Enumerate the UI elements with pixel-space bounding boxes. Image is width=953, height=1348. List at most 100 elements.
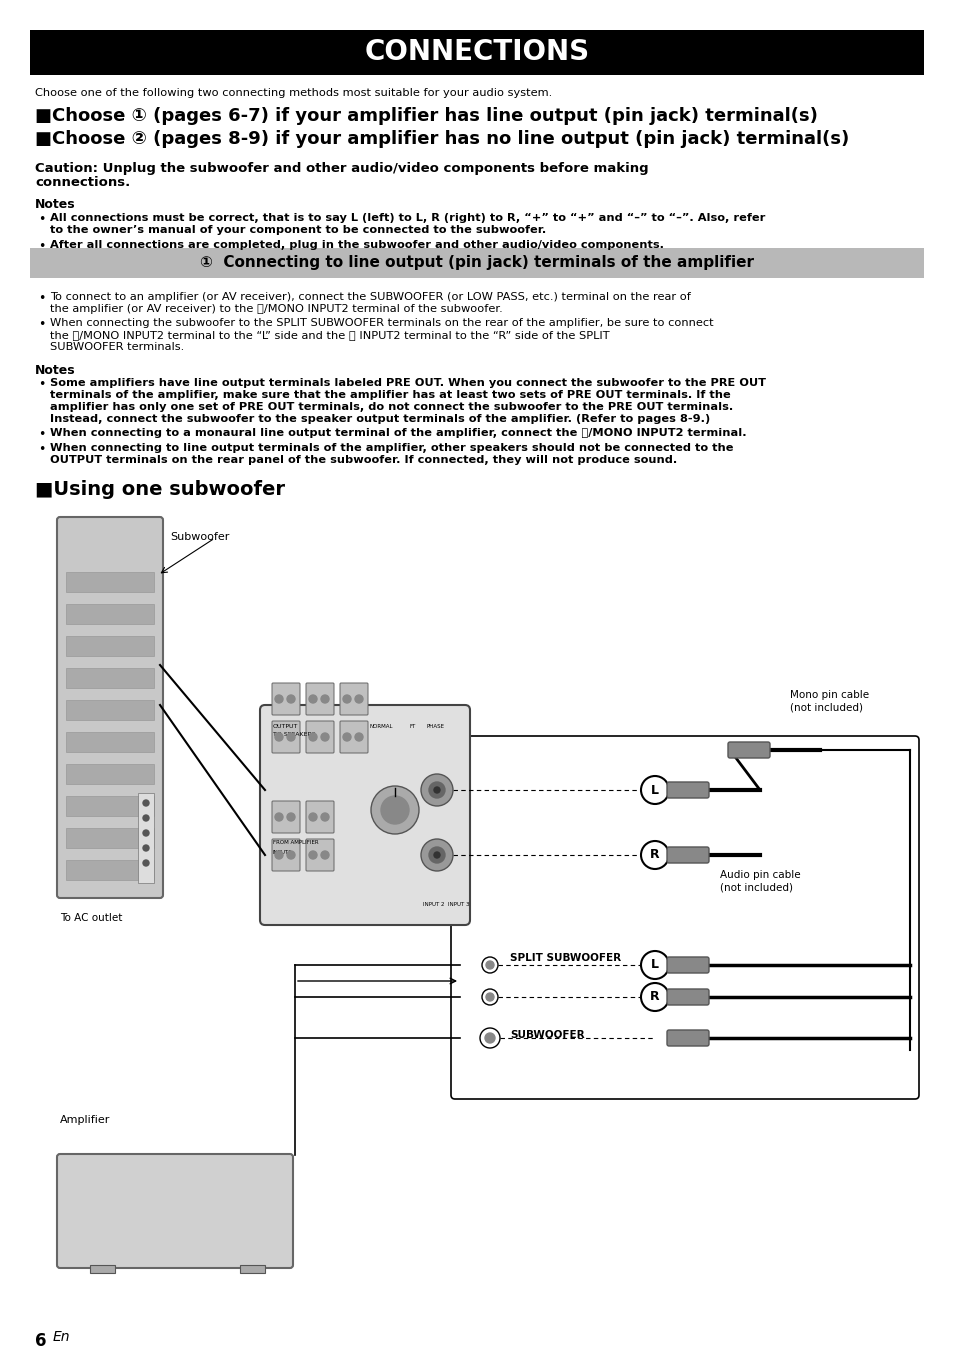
Circle shape <box>640 950 668 979</box>
Text: Subwoofer: Subwoofer <box>170 532 229 542</box>
Text: To connect to an amplifier (or AV receiver), connect the SUBWOOFER (or LOW PASS,: To connect to an amplifier (or AV receiv… <box>50 293 690 302</box>
FancyBboxPatch shape <box>306 683 334 714</box>
Text: INPUT1: INPUT1 <box>273 851 293 855</box>
FancyBboxPatch shape <box>666 989 708 1006</box>
Circle shape <box>309 733 316 741</box>
Text: NORMAL: NORMAL <box>370 724 393 729</box>
Circle shape <box>274 813 283 821</box>
Text: Caution: Unplug the subwoofer and other audio/video components before making: Caution: Unplug the subwoofer and other … <box>35 162 648 175</box>
FancyBboxPatch shape <box>666 957 708 973</box>
FancyBboxPatch shape <box>451 736 918 1099</box>
Circle shape <box>434 852 439 857</box>
Text: SUBWOOFER: SUBWOOFER <box>510 1030 584 1041</box>
Circle shape <box>485 961 494 969</box>
Text: connections.: connections. <box>35 177 131 189</box>
FancyBboxPatch shape <box>666 782 708 798</box>
FancyBboxPatch shape <box>727 741 769 758</box>
Text: ①  Connecting to line output (pin jack) terminals of the amplifier: ① Connecting to line output (pin jack) t… <box>200 256 753 271</box>
Circle shape <box>320 813 329 821</box>
Circle shape <box>481 989 497 1006</box>
Text: OUTPUT: OUTPUT <box>273 724 298 729</box>
Text: Audio pin cable: Audio pin cable <box>720 869 800 880</box>
Circle shape <box>420 838 453 871</box>
Circle shape <box>320 851 329 859</box>
Text: ■Using one subwoofer: ■Using one subwoofer <box>35 480 285 499</box>
Circle shape <box>640 841 668 869</box>
Circle shape <box>429 782 444 798</box>
Bar <box>66 669 153 687</box>
Circle shape <box>309 851 316 859</box>
Circle shape <box>380 797 409 824</box>
FancyBboxPatch shape <box>339 683 368 714</box>
Circle shape <box>143 845 149 851</box>
Circle shape <box>287 851 294 859</box>
Circle shape <box>355 696 363 704</box>
Circle shape <box>309 813 316 821</box>
Text: •: • <box>38 377 46 391</box>
Circle shape <box>343 696 351 704</box>
Text: ■Choose ② (pages 8-9) if your amplifier has no line output (pin jack) terminal(s: ■Choose ② (pages 8-9) if your amplifier … <box>35 129 848 148</box>
Text: FROM AMPLIFIER: FROM AMPLIFIER <box>273 840 318 845</box>
FancyBboxPatch shape <box>272 721 299 754</box>
Bar <box>66 764 153 785</box>
Bar <box>66 860 153 880</box>
Bar <box>30 30 923 75</box>
Text: 6: 6 <box>35 1332 47 1348</box>
Text: When connecting the subwoofer to the SPLIT SUBWOOFER terminals on the rear of th: When connecting the subwoofer to the SPL… <box>50 318 713 328</box>
Circle shape <box>143 799 149 806</box>
Text: the amplifier (or AV receiver) to the Ⓛ/MONO INPUT2 terminal of the subwoofer.: the amplifier (or AV receiver) to the Ⓛ/… <box>50 305 502 314</box>
Text: Instead, connect the subwoofer to the speaker output terminals of the amplifier.: Instead, connect the subwoofer to the sp… <box>50 414 709 425</box>
Circle shape <box>429 847 444 863</box>
Text: When connecting to a monaural line output terminal of the amplifier, connect the: When connecting to a monaural line outpu… <box>50 429 746 438</box>
Circle shape <box>343 733 351 741</box>
Circle shape <box>274 696 283 704</box>
Text: SUBWOOFER terminals.: SUBWOOFER terminals. <box>50 342 184 352</box>
Text: to the owner’s manual of your component to be connected to the subwoofer.: to the owner’s manual of your component … <box>50 225 546 235</box>
Bar <box>66 732 153 752</box>
Circle shape <box>434 787 439 793</box>
Text: OUTPUT terminals on the rear panel of the subwoofer. If connected, they will not: OUTPUT terminals on the rear panel of th… <box>50 456 677 465</box>
Text: R: R <box>650 848 659 861</box>
Text: Mono pin cable: Mono pin cable <box>789 690 868 700</box>
Circle shape <box>143 830 149 836</box>
Text: INPUT 2  INPUT 3: INPUT 2 INPUT 3 <box>422 902 469 907</box>
Circle shape <box>320 733 329 741</box>
Text: Notes: Notes <box>35 198 75 212</box>
Text: terminals of the amplifier, make sure that the amplifier has at least two sets o: terminals of the amplifier, make sure th… <box>50 390 730 400</box>
Text: ■Choose ① (pages 6-7) if your amplifier has line output (pin jack) terminal(s): ■Choose ① (pages 6-7) if your amplifier … <box>35 106 817 125</box>
FancyBboxPatch shape <box>272 838 299 871</box>
Text: (not included): (not included) <box>720 882 792 892</box>
Circle shape <box>287 696 294 704</box>
Bar <box>66 604 153 624</box>
Text: Choose one of the following two connecting methods most suitable for your audio : Choose one of the following two connecti… <box>35 88 552 98</box>
FancyBboxPatch shape <box>339 721 368 754</box>
Text: •: • <box>38 429 46 441</box>
Text: •: • <box>38 443 46 456</box>
Bar <box>66 828 153 848</box>
Text: En: En <box>53 1330 71 1344</box>
FancyBboxPatch shape <box>666 847 708 863</box>
Circle shape <box>287 733 294 741</box>
Bar <box>240 1264 265 1273</box>
Text: amplifier has only one set of PRE OUT terminals, do not connect the subwoofer to: amplifier has only one set of PRE OUT te… <box>50 402 733 412</box>
Text: •: • <box>38 240 46 253</box>
Bar <box>66 572 153 592</box>
Text: R: R <box>650 991 659 1003</box>
Bar <box>30 248 923 278</box>
Text: •: • <box>38 293 46 305</box>
Circle shape <box>640 776 668 803</box>
Circle shape <box>143 816 149 821</box>
Circle shape <box>143 860 149 865</box>
Bar <box>138 793 153 883</box>
Bar <box>90 1264 115 1273</box>
Text: When connecting to line output terminals of the amplifier, other speakers should: When connecting to line output terminals… <box>50 443 733 453</box>
Text: the Ⓛ/MONO INPUT2 terminal to the “L” side and the Ⓡ INPUT2 terminal to the “R” : the Ⓛ/MONO INPUT2 terminal to the “L” si… <box>50 330 609 340</box>
Text: After all connections are completed, plug in the subwoofer and other audio/video: After all connections are completed, plu… <box>50 240 663 249</box>
Circle shape <box>484 1033 495 1043</box>
Circle shape <box>287 813 294 821</box>
Bar <box>66 636 153 656</box>
FancyBboxPatch shape <box>260 705 470 925</box>
FancyBboxPatch shape <box>272 801 299 833</box>
Text: •: • <box>38 318 46 332</box>
Bar <box>66 797 153 816</box>
